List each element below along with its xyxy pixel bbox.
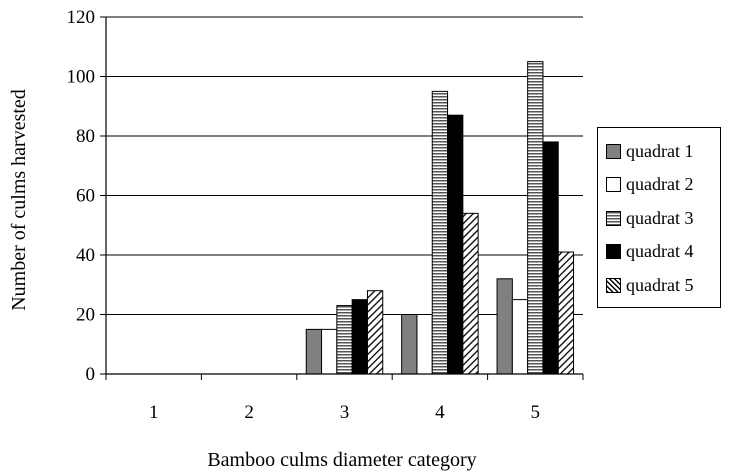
y-tick-label-0: 0 (86, 364, 96, 385)
x-tick-label-3: 3 (340, 402, 350, 423)
y-tick-label-40: 40 (76, 245, 95, 266)
legend-label-quadrat-5: quadrat 5 (626, 274, 694, 295)
bar-quadrat-3-cat-4 (431, 90, 449, 375)
x-tick-label-5: 5 (531, 402, 541, 423)
axes (100, 16, 584, 380)
bar-quadrat-1-cat-5 (496, 278, 513, 375)
y-axis-title: Number of culms harvested (8, 89, 30, 311)
legend-swatch-quadrat-1 (606, 143, 621, 159)
x-tick-label-1: 1 (149, 402, 159, 423)
bar-quadrat-3-cat-3 (336, 305, 353, 375)
legend-item-quadrat-1: quadrat 1 (606, 141, 693, 161)
bar-quadrat-3-cat-5 (527, 61, 544, 375)
bar-quadrat-4-cat-3 (351, 299, 368, 375)
legend-label-quadrat-1: quadrat 1 (626, 140, 694, 161)
y-tick-label-60: 60 (76, 186, 95, 207)
legend-item-quadrat-4: quadrat 4 (606, 241, 693, 261)
legend-swatch-quadrat-4 (606, 243, 621, 259)
legend: quadrat 1 quadrat 2 quadrat 3 quadrat 4 … (597, 127, 721, 308)
legend-item-quadrat-3: quadrat 3 (606, 208, 693, 228)
y-tick-label-120: 120 (67, 7, 96, 28)
bar-quadrat-4-cat-5 (542, 141, 559, 375)
y-tick-label-80: 80 (76, 126, 95, 147)
y-tick-labels: 0 20 40 60 80 100 120 (67, 7, 96, 385)
bar-quadrat-5-cat-3 (366, 290, 384, 375)
bar-quadrat-1-cat-3 (305, 328, 323, 375)
legend-label-quadrat-4: quadrat 4 (626, 240, 694, 261)
bar-quadrat-1-cat-4 (401, 314, 418, 375)
gridlines (106, 16, 583, 315)
bar-quadrat-2-cat-5 (511, 299, 529, 375)
bar-quadrat-2-cat-3 (321, 328, 338, 375)
x-tick-labels: 1 2 3 4 5 (149, 402, 540, 423)
legend-swatch-quadrat-5 (606, 277, 621, 293)
legend-item-quadrat-5: quadrat 5 (606, 275, 693, 295)
legend-swatch-quadrat-2 (606, 176, 621, 192)
x-tick-label-2: 2 (244, 402, 254, 423)
bar-quadrat-4-cat-4 (447, 114, 464, 375)
bar-quadrat-2-cat-4 (416, 314, 433, 375)
legend-label-quadrat-2: quadrat 2 (626, 173, 694, 194)
y-tick-label-100: 100 (67, 67, 96, 88)
y-tick-label-20: 20 (76, 305, 95, 326)
bar-quadrat-5-cat-4 (462, 212, 479, 375)
legend-item-quadrat-2: quadrat 2 (606, 174, 693, 194)
legend-swatch-quadrat-3 (606, 210, 621, 226)
bar-quadrat-5-cat-5 (557, 251, 575, 375)
legend-label-quadrat-3: quadrat 3 (626, 207, 694, 228)
x-tick-label-4: 4 (435, 402, 445, 423)
x-axis-title: Bamboo culms diameter category (207, 449, 476, 471)
bars (305, 61, 575, 375)
